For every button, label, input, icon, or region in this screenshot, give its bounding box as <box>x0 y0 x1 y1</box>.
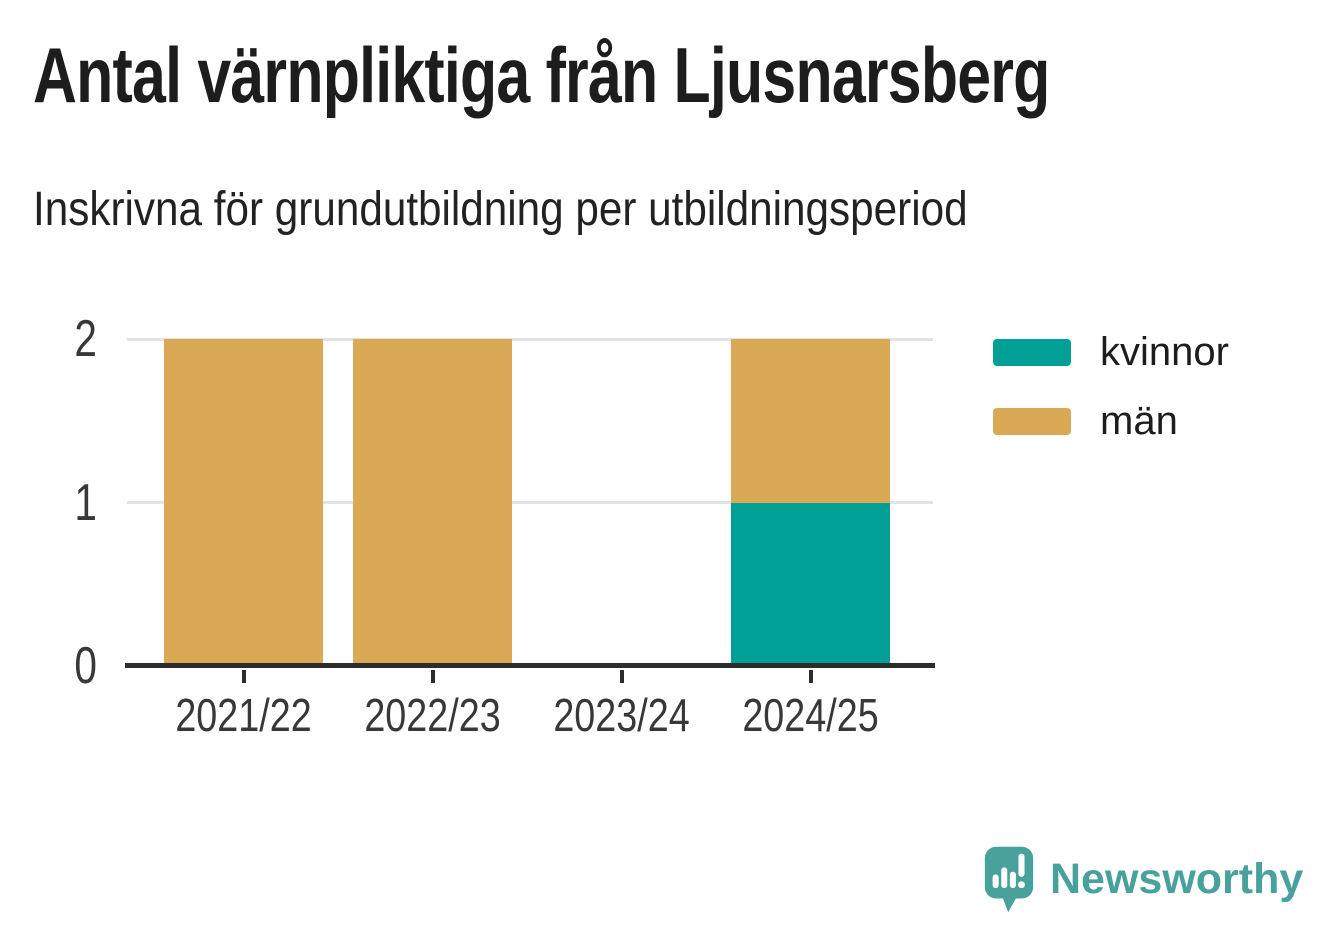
legend-item-kvinnor: kvinnor <box>993 332 1229 372</box>
legend-item-män: män <box>993 401 1229 441</box>
y-axis-label: 0 <box>74 637 97 695</box>
bar-segment-män <box>164 339 323 666</box>
bar-bands: 2021/22 2022/23 2023/24 2024/25 <box>149 339 905 741</box>
legend-swatch-kvinnor <box>993 338 1071 366</box>
x-axis-label: 2022/23 <box>364 689 501 741</box>
x-axis-tick <box>619 670 624 683</box>
x-axis-label: 2023/24 <box>553 689 690 741</box>
y-axis-label: 1 <box>74 473 97 532</box>
plot-area: 2021/22 2022/23 2023/24 2024/25 <box>125 337 935 741</box>
category-band: 2024/25 <box>716 339 905 741</box>
gridline <box>127 501 933 504</box>
x-axis-tick <box>808 670 813 683</box>
newsworthy-speech-bubble-bar-chart-icon <box>983 845 1035 914</box>
legend: kvinnor män <box>993 332 1229 470</box>
gridline <box>127 337 933 341</box>
y-axis-label: 2 <box>74 310 97 368</box>
newsworthy-logo: Newsworthy <box>983 845 1303 914</box>
y-axis-tick-labels: 0 1 2 <box>0 313 97 692</box>
x-axis-label: 2021/22 <box>175 689 312 741</box>
category-band: 2023/24 <box>527 339 716 741</box>
newsworthy-logo-text: Newsworthy <box>1050 855 1304 903</box>
bar-segment-kvinnor <box>731 502 890 666</box>
category-band: 2021/22 <box>149 339 338 741</box>
category-band: 2022/23 <box>338 339 527 741</box>
page-subtitle: Inskrivna för grundutbildning per utbild… <box>33 183 968 236</box>
legend-label: män <box>1100 399 1178 443</box>
x-axis-label: 2024/25 <box>742 689 879 741</box>
legend-swatch-män <box>993 407 1071 435</box>
x-axis-line <box>125 663 935 668</box>
bar-segment-män <box>731 339 890 503</box>
bar-segment-män <box>353 339 512 666</box>
legend-label: kvinnor <box>1100 330 1229 374</box>
x-axis-tick <box>430 670 435 683</box>
x-axis-tick <box>241 670 246 683</box>
page-title: Antal värnpliktiga från Ljusnarsberg <box>33 31 1050 119</box>
